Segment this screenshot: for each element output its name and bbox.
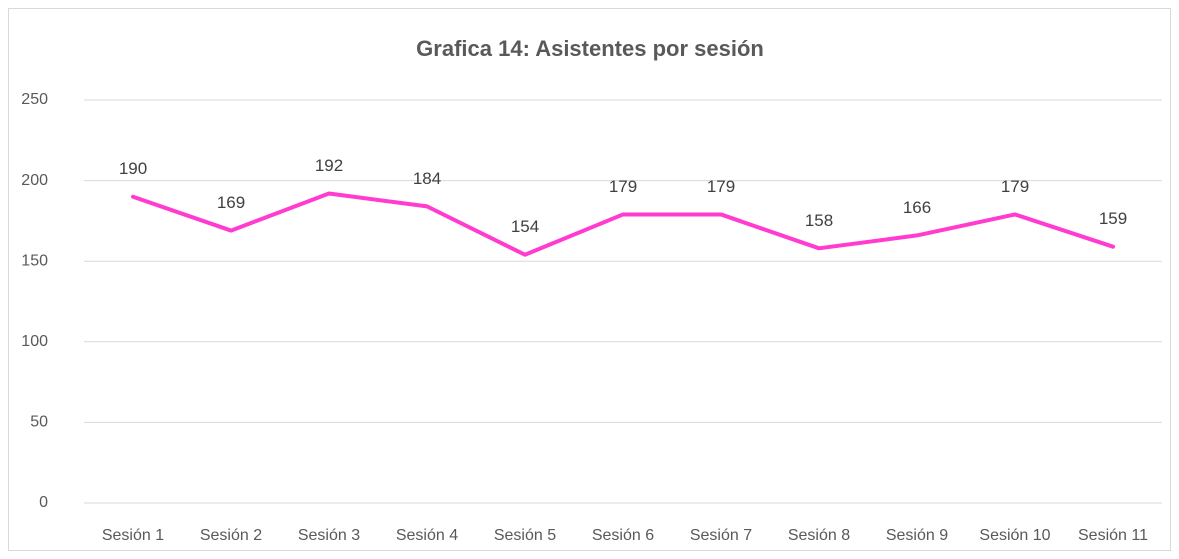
line [131,191,1115,257]
chart-title: Grafica 14: Asistentes por sesión [416,36,764,61]
data-label: 159 [1099,209,1127,228]
y-tick-label: 0 [39,494,48,511]
x-tick-label: Sesión 9 [886,527,948,544]
x-tick-label: Sesión 7 [690,527,752,544]
x-tick-label: Sesión 5 [494,527,556,544]
data-label: 154 [511,217,539,236]
x-tick-label: Sesión 1 [102,527,164,544]
data-label: 179 [707,177,735,196]
y-tick-label: 200 [21,172,48,189]
x-tick-label: Sesión 4 [396,527,458,544]
y-tick-label: 150 [21,252,48,269]
data-label: 190 [119,159,147,178]
data-label: 192 [315,156,343,175]
y-tick-label: 50 [30,414,48,431]
data-label: 169 [217,193,245,212]
data-label: 166 [903,198,931,217]
data-label: 179 [609,177,637,196]
data-label: 184 [413,169,441,188]
x-tick-label: Sesión 11 [1078,527,1148,544]
chart-border [8,8,1171,551]
y-tick-label: 250 [21,91,48,108]
y-tick-label: 100 [21,333,48,350]
x-tick-label: Sesión 2 [200,527,262,544]
x-tick-label: Sesión 6 [592,527,654,544]
x-tick-label: Sesión 8 [788,527,850,544]
data-label: 179 [1001,177,1029,196]
x-tick-label: Sesión 3 [298,527,360,544]
data-label: 158 [805,211,833,230]
x-tick-label: Sesión 10 [979,527,1050,544]
